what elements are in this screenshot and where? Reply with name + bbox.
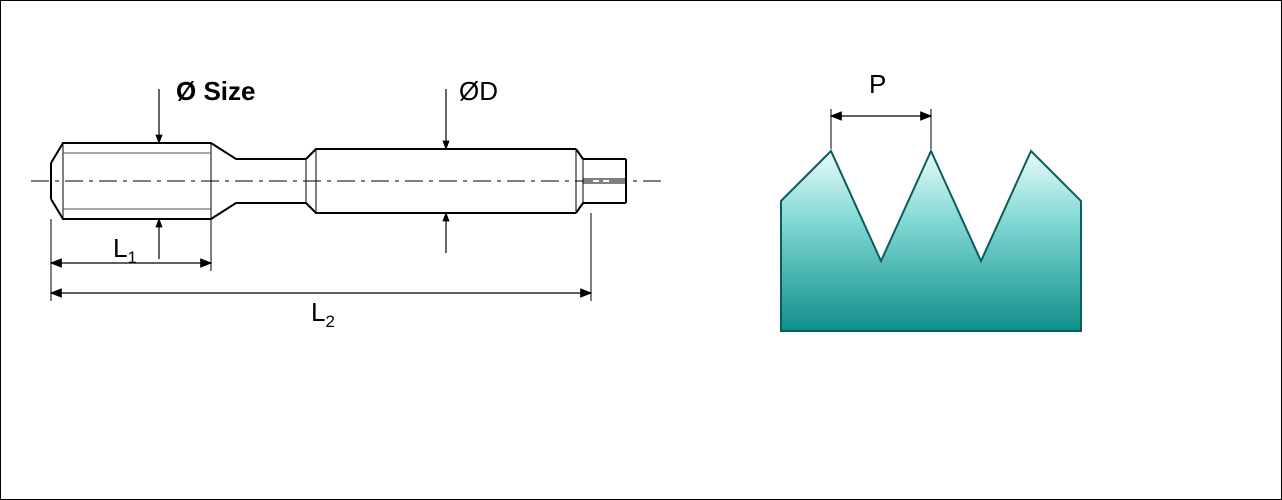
label-size: Ø Size bbox=[176, 76, 255, 107]
label-size-text: Ø Size bbox=[176, 76, 255, 106]
label-L1-sub: 1 bbox=[127, 248, 136, 267]
label-L1-prefix: L bbox=[113, 233, 127, 263]
thread-profile bbox=[761, 31, 1181, 391]
label-D-text: ØD bbox=[459, 76, 498, 106]
thread-fill bbox=[781, 151, 1081, 331]
label-L1: L1 bbox=[113, 233, 137, 268]
label-P-text: P bbox=[869, 69, 886, 99]
diagram-canvas: Ø Size ØD L1 L2 P bbox=[0, 0, 1282, 500]
label-P: P bbox=[869, 69, 886, 100]
label-L2: L2 bbox=[311, 297, 335, 332]
label-L2-sub: 2 bbox=[325, 312, 334, 331]
label-L2-prefix: L bbox=[311, 297, 325, 327]
label-D: ØD bbox=[459, 76, 498, 107]
tap-drawing bbox=[1, 1, 681, 421]
